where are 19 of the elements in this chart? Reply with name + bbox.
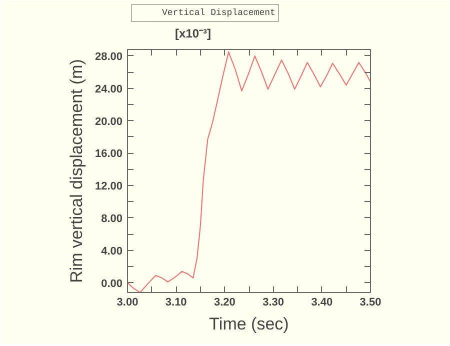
text: [x10⁻³]	[175, 26, 212, 40]
y-tick-label: 12.00	[94, 180, 123, 193]
x-tick-label: 3.50	[360, 296, 382, 308]
x-tick-label: 3.00	[116, 296, 138, 308]
y-axis-title: Rim vertical displacement (m)	[66, 59, 86, 283]
x-tick-label: 3.40	[311, 296, 333, 308]
y-tick-label: 4.00	[101, 245, 123, 258]
y-tick-label: 0.00	[101, 278, 123, 290]
x-tick-label: 3.10	[165, 296, 187, 308]
x-axis-title: Time (sec)	[209, 314, 289, 334]
x-tick-label: 3.30	[262, 296, 284, 308]
y-tick-label: 20.00	[94, 116, 123, 128]
x-tick-label: 3.20	[214, 296, 236, 308]
y-tick-label: 28.00	[94, 50, 123, 63]
line-series	[128, 51, 370, 292]
y-tick-label: 8.00	[101, 212, 123, 225]
y-tick-label: 16.00	[94, 148, 123, 160]
y-tick-label: 24.00	[94, 83, 123, 96]
text: Vertical Displacement	[162, 8, 276, 18]
